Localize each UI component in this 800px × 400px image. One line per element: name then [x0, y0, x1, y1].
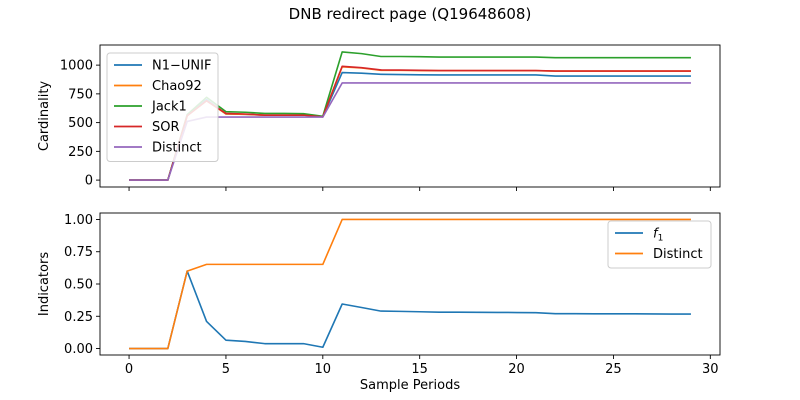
y-tick-label: 0: [85, 174, 93, 189]
legend-label: SOR: [152, 120, 180, 135]
legend: N1−UNIF Chao92 Jack1 SOR Distinct: [106, 52, 219, 162]
legend-label: Jack1: [151, 100, 187, 115]
top-subplot-cardinality: 0 250 500 750 1000 Cardinality N1−UNIF Chao92 Ja…: [37, 44, 721, 191]
legend: f1 Distinct: [607, 220, 712, 269]
legend-label: Distinct: [152, 141, 202, 156]
y-tick-label: 0.25: [64, 310, 93, 325]
legend-label: Chao92: [152, 79, 202, 94]
series-line-indicator-1: [129, 218, 691, 350]
x-tick-label: 20: [508, 362, 525, 377]
bottom-subplot-indicators: 0 5 10 15 20 25 30 0.00 0.25 0.50 0.75 1.00 Indicato…: [37, 212, 721, 393]
y-tick-label: 1.00: [64, 213, 93, 228]
y-tick-label: 750: [68, 87, 93, 102]
y-tick-label: 500: [68, 116, 93, 131]
series-line-indicator-0: [129, 270, 691, 350]
legend-box: [106, 52, 219, 162]
x-tick-label: 0: [125, 362, 133, 377]
x-tick-label: 15: [411, 362, 428, 377]
y-tick-label: 0.50: [64, 278, 93, 293]
legend-label: N1−UNIF: [152, 59, 211, 74]
axes-frame: [99, 44, 721, 188]
legend-label: Distinct: [653, 247, 703, 262]
series-line-cardinality-2: [129, 51, 691, 181]
x-tick-label: 5: [222, 362, 230, 377]
x-tick-label: 25: [605, 362, 622, 377]
legend-label: f1: [653, 227, 663, 244]
y-tick-label: 250: [68, 145, 93, 160]
x-tick-label: 10: [315, 362, 332, 377]
y-tick-label: 1000: [60, 59, 93, 74]
y-axis-label: Cardinality: [37, 81, 52, 152]
y-tick-label: 0.75: [64, 245, 93, 260]
series-line-cardinality-3: [129, 65, 691, 181]
x-tick-label: 30: [702, 362, 719, 377]
y-axis-label: Indicators: [37, 252, 52, 316]
y-tick-label: 0.00: [64, 342, 93, 357]
x-axis-label: Sample Periods: [360, 378, 460, 393]
chart-title: DNB redirect page (Q19648608): [289, 5, 532, 23]
series-line-cardinality-4: [129, 82, 691, 181]
